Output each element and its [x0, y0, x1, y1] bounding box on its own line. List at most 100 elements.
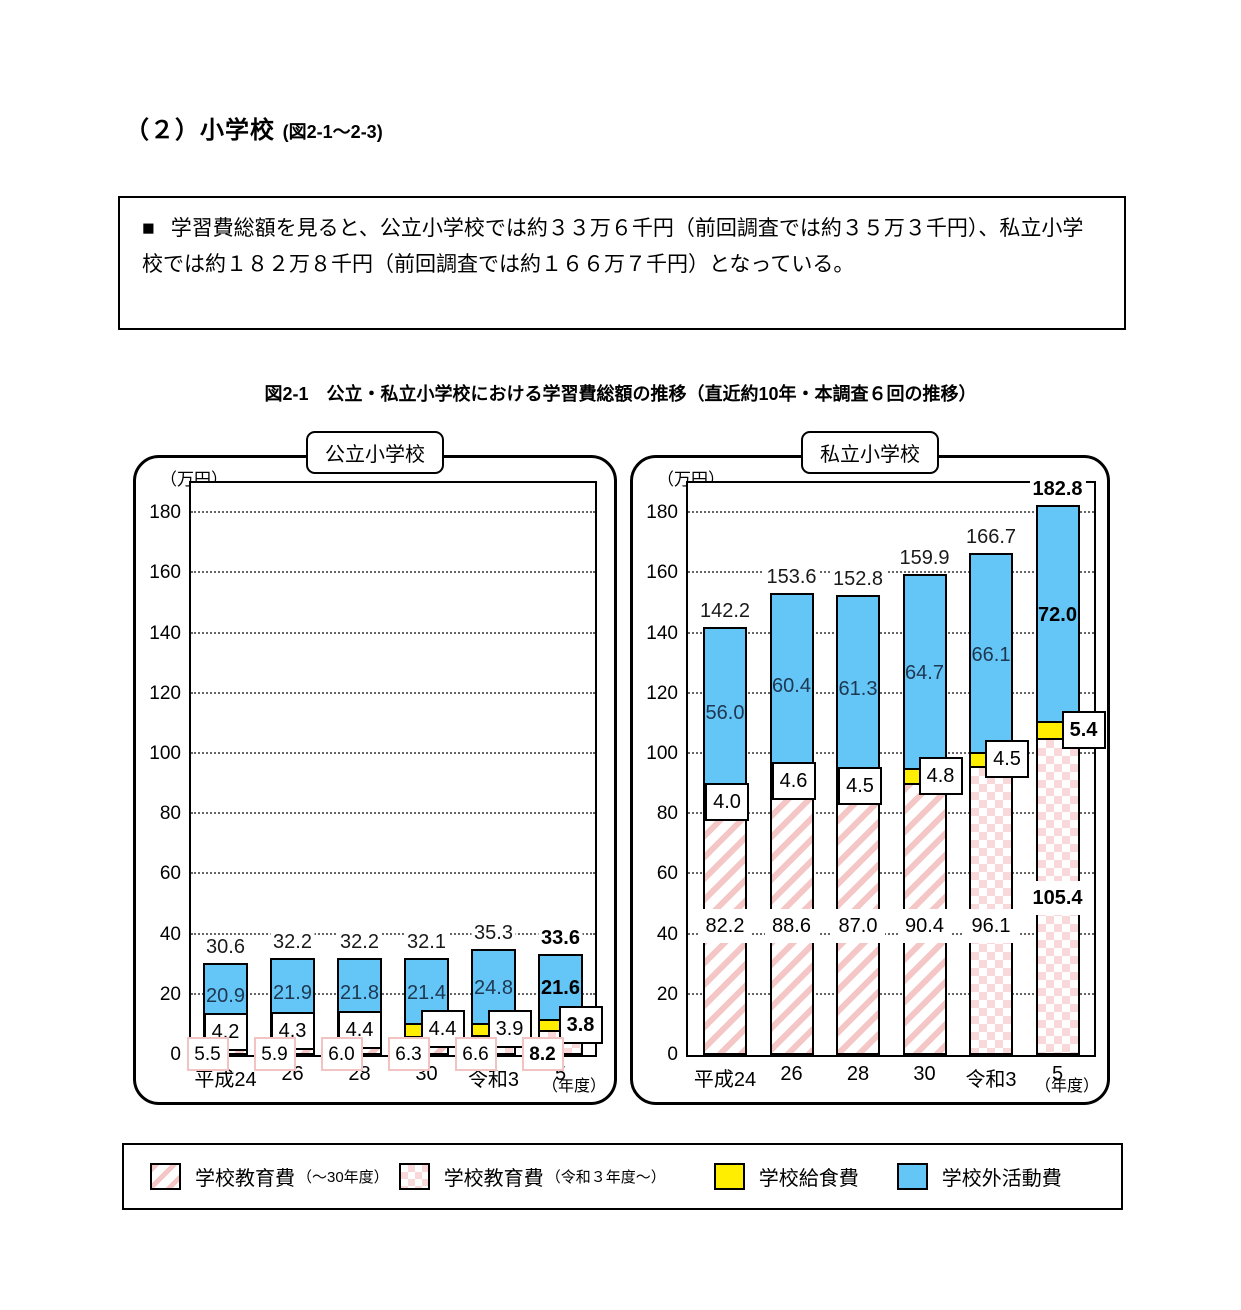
lunch-value-label: 4.5 [838, 767, 882, 806]
section-heading: （２）小学校 [125, 117, 275, 144]
y-axis-tick-label: 120 [646, 682, 678, 704]
y-axis-tick-label: 20 [656, 983, 678, 1005]
bar-stack: 32.2 21.8 4.4 6.0 [320, 931, 382, 1071]
y-axis-tick-label: 100 [149, 742, 181, 764]
lunch-value-label: 5.4 [1061, 710, 1106, 749]
legend-label: 学校教育費 [443, 1168, 544, 1190]
y-axis-tick-label: 120 [149, 682, 181, 704]
x-axis-tick-label: 平成24 [194, 1069, 257, 1091]
plot-area-private: 0 20 40 60 80 100 120 140 160 180 142.2 56.0 4.0 82.2… [646, 477, 1106, 1064]
y-axis-tick-label: 140 [646, 622, 678, 644]
gridline [191, 872, 595, 875]
gridline [191, 992, 595, 995]
bar-stack: 32.1 21.4 4.4 6.3 [387, 931, 465, 1071]
extracurricular-value-label: 61.3 [838, 678, 878, 701]
y-axis-tick-label: 100 [646, 742, 678, 764]
legend-item-3: 学校給食費 [713, 1162, 859, 1191]
y-axis-tick-label: 60 [159, 863, 181, 885]
x-axis-tick-label: 26 [780, 1063, 803, 1085]
legend-item-2: 学校教育費 （令和３年度～） [398, 1162, 666, 1191]
figure-reference: (図2-1～2-3) [282, 122, 383, 142]
extracurricular-value-label: 21.6 [541, 977, 580, 1000]
lunch-value-label: 3.9 [487, 1010, 532, 1049]
segment-extracurricular [769, 592, 814, 775]
segment-extracurricular [969, 553, 1013, 753]
education-value-label: 6.6 [454, 1037, 497, 1071]
gridline [688, 812, 1094, 815]
bar-stack: 153.6 60.4 4.6 88.6 [763, 565, 820, 1055]
y-axis-tick-label: 180 [646, 502, 678, 524]
extracurricular-value-label: 21.4 [407, 981, 446, 1004]
extracurricular-value-label: 56.0 [705, 702, 745, 725]
chart-panel-private-elementary: 私立小学校 （万円） 0 20 40 60 80 100 120 140 160 180 142.2… [630, 431, 1110, 1105]
chart-title-public: 公立小学校 [306, 431, 444, 474]
x-axis-tick-label: 5 [554, 1063, 567, 1085]
education-value-label: 88.6 [764, 908, 819, 943]
total-value-label: 153.6 [763, 565, 820, 588]
bar-stack: 159.9 64.7 4.8 90.4 [896, 546, 963, 1055]
figure-caption: 図2-1 公立・私立小学校における学習費総額の推移（直近約10年・本調査６回の推… [264, 384, 977, 404]
education-value-label: 90.4 [897, 908, 952, 943]
y-axis-tick-label: 0 [667, 1044, 678, 1065]
total-value-label: 142.2 [696, 599, 754, 622]
plot-area-public: 0 20 40 60 80 100 120 140 160 180 30.6 20.9 4.2 5.5 32… [149, 481, 603, 1071]
segment-extracurricular [836, 595, 880, 780]
gridline [688, 751, 1094, 754]
x-axis-tick-label: 5 [1051, 1063, 1064, 1085]
x-axis-tick-label: 令和3 [467, 1069, 520, 1091]
y-axis-tick-label: 60 [656, 863, 678, 885]
legend-swatch-solid [713, 1163, 745, 1190]
total-value-label: 32.1 [404, 931, 449, 954]
gridline [688, 571, 1094, 574]
bullet-square-icon: ■ [142, 217, 155, 240]
y-axis-tick-label: 160 [646, 562, 678, 584]
legend: 学校教育費 （～30年度） 学校教育費 （令和３年度～） 学校給食費 学校外活動費 [122, 1143, 1123, 1210]
legend-label: 学校外活動費 [941, 1168, 1062, 1190]
total-value-label: 32.2 [337, 931, 382, 954]
legend-item-1: 学校教育費 （～30年度） [150, 1162, 389, 1191]
y-axis-tick-label: 0 [170, 1044, 181, 1065]
extracurricular-value-label: 24.8 [474, 977, 513, 1000]
total-value-label: 182.8 [1029, 477, 1086, 500]
extracurricular-value-label: 60.4 [772, 674, 811, 697]
y-axis-tick-label: 140 [149, 622, 181, 644]
total-value-label: 159.9 [896, 546, 953, 569]
x-axis-tick-label: 30 [913, 1063, 936, 1085]
lunch-value-label: 3.8 [558, 1005, 603, 1044]
gridline [191, 571, 595, 574]
education-value-label: 5.5 [186, 1037, 229, 1071]
gridline [688, 932, 1094, 935]
gridline [688, 992, 1094, 995]
segment-extracurricular [703, 626, 747, 796]
y-axis-tick-label: 180 [149, 502, 181, 524]
bar-stack: 152.8 61.3 4.5 87.0 [829, 568, 887, 1055]
bar-stack: 35.3 24.8 3.9 6.6 [454, 921, 532, 1071]
chart-panel-public-elementary: 公立小学校 （万円） 0 20 40 60 80 100 120 140 160 180 30.6 2… [133, 431, 617, 1105]
bar-stack: 142.2 56.0 4.0 82.2 [696, 599, 754, 1055]
segment-extracurricular [1035, 504, 1080, 722]
education-value-label: 87.0 [831, 908, 885, 943]
legend-swatch-solid [896, 1163, 928, 1190]
gridline [688, 511, 1094, 514]
lunch-value-label: 4.0 [705, 782, 749, 821]
legend-sublabel: （令和３年度～） [545, 1169, 666, 1186]
summary-box: ■ 学習費総額を見ると、公立小学校では約３３万６千円（前回調査では約３５万３千円）… [118, 196, 1126, 330]
legend-label: 学校給食費 [758, 1168, 859, 1190]
gridline [191, 631, 595, 634]
page-title: （２）小学校 (図2-1～2-3) [125, 110, 383, 145]
gridline [688, 872, 1094, 875]
bar-stack: 166.7 66.1 4.5 96.1 [962, 526, 1029, 1055]
education-value-label: 5.9 [253, 1037, 296, 1071]
x-axis-unit-label: （年度） [541, 1078, 606, 1095]
y-axis-tick-label: 160 [149, 562, 181, 584]
education-value-label: 105.4 [1030, 881, 1085, 916]
gridline [191, 691, 595, 694]
education-value-label: 96.1 [964, 908, 1018, 943]
legend-label: 学校教育費 [195, 1168, 295, 1190]
y-axis-tick-label: 40 [656, 923, 678, 945]
lunch-value-label: 4.8 [918, 756, 963, 795]
summary-text: 学習費総額を見ると、公立小学校では約３３万６千円（前回調査では約３５万３千円）、… [142, 217, 1084, 276]
y-axis-tick-label: 80 [656, 803, 678, 825]
x-axis-tick-label: 28 [846, 1063, 870, 1085]
